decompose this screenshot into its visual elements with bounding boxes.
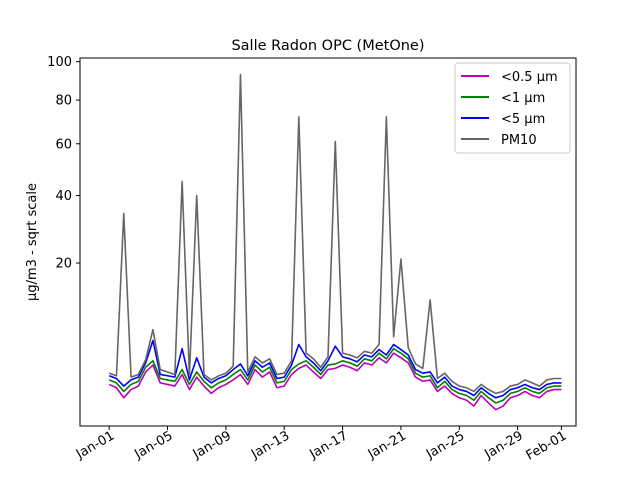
y-tick-label-0: 20 bbox=[55, 257, 72, 272]
legend-label-pm5: <5 µm bbox=[501, 112, 545, 127]
y-axis-label: µg/m3 - sqrt scale bbox=[25, 183, 40, 301]
series-group bbox=[108, 73, 562, 411]
series-line-pm05 bbox=[108, 352, 562, 411]
series-line-pm5 bbox=[108, 339, 562, 399]
y-tick-label-1: 40 bbox=[55, 189, 72, 204]
legend-label-pm1: <1 µm bbox=[501, 91, 545, 106]
legend: <0.5 µm <1 µm <5 µm PM10 bbox=[454, 62, 571, 154]
y-tick-label-4: 100 bbox=[47, 55, 72, 70]
legend-label-pm10: PM10 bbox=[501, 133, 537, 148]
y-tick-label-3: 80 bbox=[55, 94, 72, 109]
y-axis: 20 40 60 80 100 bbox=[47, 55, 80, 272]
plot-frame bbox=[79, 57, 577, 427]
y-tick-label-2: 60 bbox=[55, 137, 72, 152]
series-line-pm1 bbox=[108, 347, 562, 404]
legend-label-pm05: <0.5 µm bbox=[501, 70, 558, 85]
series-line-pm10 bbox=[108, 73, 562, 395]
legend-box bbox=[454, 62, 571, 154]
plot-area bbox=[79, 57, 577, 427]
chart-title: Salle Radon OPC (MetOne) bbox=[231, 38, 424, 54]
